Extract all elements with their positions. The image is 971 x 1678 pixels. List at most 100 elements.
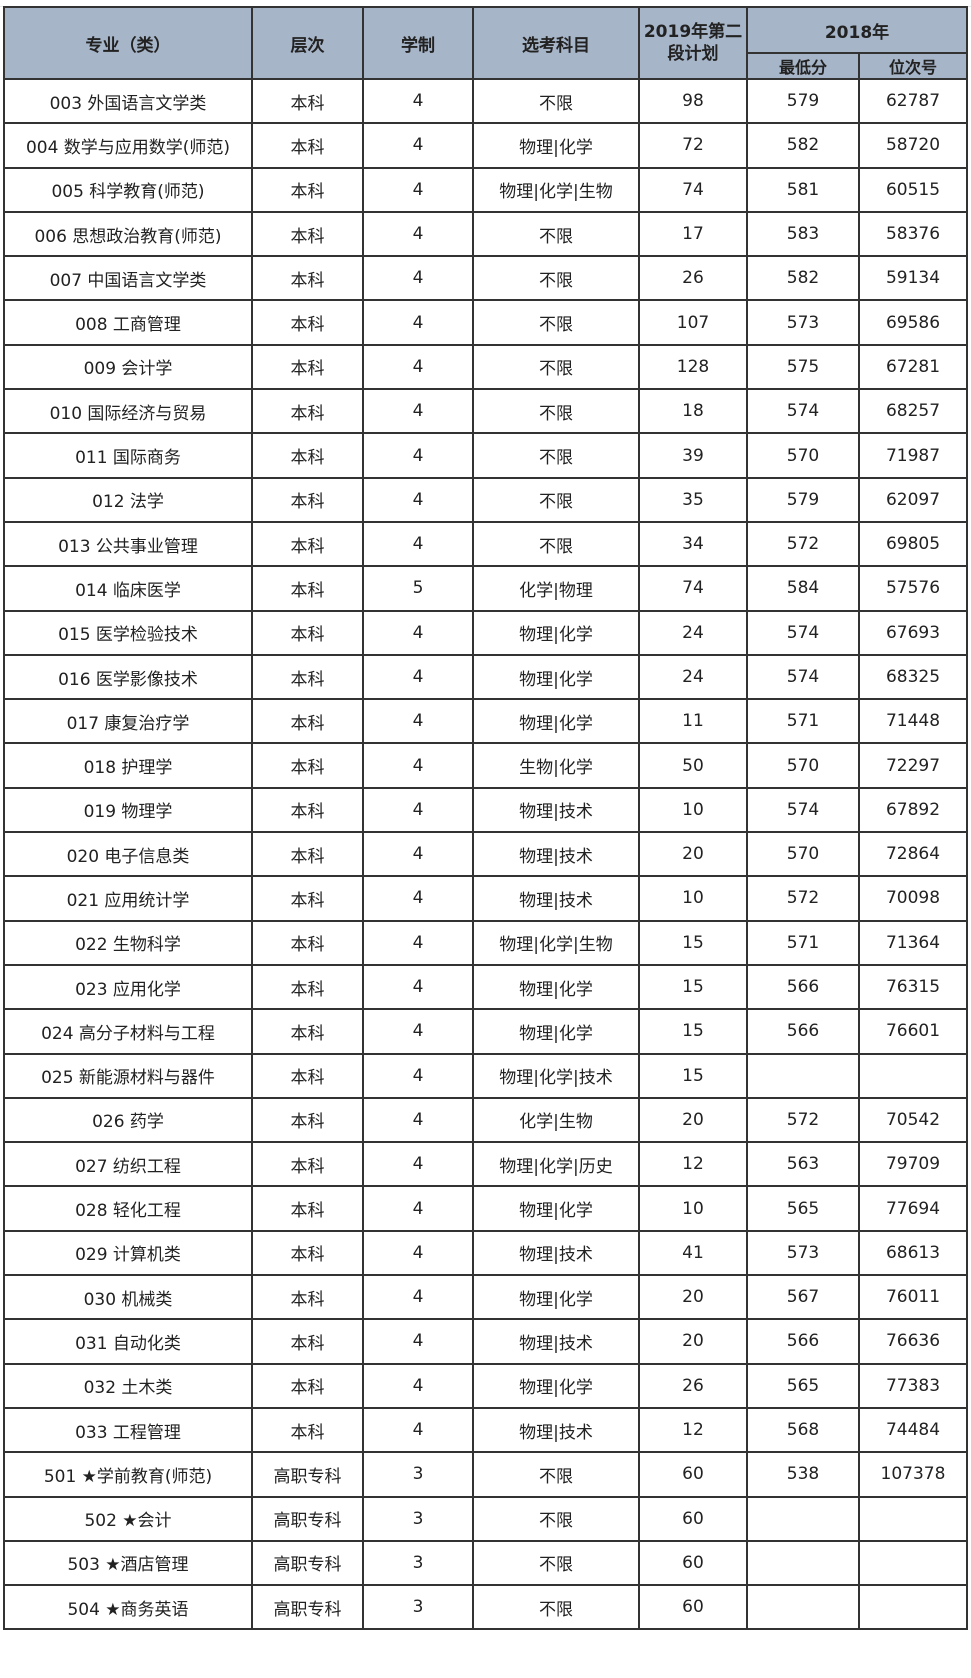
cell-subjects: 物理|化学 xyxy=(472,963,640,1011)
cell-rank: 70098 xyxy=(857,875,969,922)
cell-plan-2019: 20 xyxy=(638,1274,748,1321)
cell-plan-2019: 24 xyxy=(638,653,748,701)
cell-subjects: 物理|化学|历史 xyxy=(472,1141,640,1188)
cell-subjects: 物理|化学 xyxy=(472,653,640,701)
cell-years: 4 xyxy=(362,1274,474,1321)
cell-major: 025 新能源材料与器件 xyxy=(3,1052,253,1099)
cell-major: 013 公共事业管理 xyxy=(3,520,253,568)
cell-level: 本科 xyxy=(251,299,364,346)
cell-rank xyxy=(857,1495,969,1542)
table-row: 032 土木类 本科 4 物理|化学 26 565 77383 xyxy=(3,1362,969,1409)
cell-major: 012 法学 xyxy=(3,476,253,523)
cell-min-score: 573 xyxy=(746,1229,860,1277)
cell-major: 030 机械类 xyxy=(3,1274,253,1321)
cell-major: 020 电子信息类 xyxy=(3,831,253,878)
cell-plan-2019: 60 xyxy=(638,1451,748,1498)
cell-rank: 79709 xyxy=(857,1141,969,1188)
cell-min-score: 570 xyxy=(746,432,860,479)
cell-years: 4 xyxy=(362,653,474,701)
table-row: 012 法学 本科 4 不限 35 579 62097 xyxy=(3,476,969,523)
cell-level: 本科 xyxy=(251,432,364,479)
cell-subjects: 物理|化学 xyxy=(472,122,640,169)
cell-years: 4 xyxy=(362,742,474,789)
cell-years: 4 xyxy=(362,1141,474,1188)
table-row: 007 中国语言文学类 本科 4 不限 26 582 59134 xyxy=(3,255,969,302)
cell-level: 高职专科 xyxy=(251,1539,364,1587)
cell-plan-2019: 39 xyxy=(638,432,748,479)
cell-level: 高职专科 xyxy=(251,1495,364,1542)
cell-rank: 76011 xyxy=(857,1274,969,1321)
cell-years: 4 xyxy=(362,831,474,878)
cell-plan-2019: 20 xyxy=(638,1096,748,1144)
cell-major: 004 数学与应用数学(师范) xyxy=(3,122,253,169)
cell-years: 4 xyxy=(362,698,474,745)
cell-years: 4 xyxy=(362,1362,474,1409)
cell-plan-2019: 74 xyxy=(638,166,748,213)
cell-min-score xyxy=(746,1539,860,1587)
header-major: 专业（类） xyxy=(3,6,253,80)
cell-rank: 71987 xyxy=(857,432,969,479)
cell-level: 本科 xyxy=(251,1229,364,1277)
table-row: 031 自动化类 本科 4 物理|技术 20 566 76636 xyxy=(3,1318,969,1365)
cell-level: 本科 xyxy=(251,210,364,258)
cell-subjects: 物理|化学 xyxy=(472,1274,640,1321)
table-row: 025 新能源材料与器件 本科 4 物理|化学|技术 15 xyxy=(3,1052,969,1099)
cell-min-score: 571 xyxy=(746,919,860,966)
cell-plan-2019: 26 xyxy=(638,1362,748,1409)
cell-rank: 67892 xyxy=(857,786,969,834)
cell-years: 4 xyxy=(362,210,474,258)
cell-years: 4 xyxy=(362,1318,474,1365)
cell-rank: 62097 xyxy=(857,476,969,523)
cell-major: 016 医学影像技术 xyxy=(3,653,253,701)
cell-level: 本科 xyxy=(251,77,364,125)
cell-years: 4 xyxy=(362,1096,474,1144)
cell-major: 033 工程管理 xyxy=(3,1406,253,1454)
cell-subjects: 不限 xyxy=(472,1451,640,1498)
cell-years: 3 xyxy=(362,1539,474,1587)
cell-years: 3 xyxy=(362,1495,474,1542)
cell-rank: 76636 xyxy=(857,1318,969,1365)
table-row: 005 科学教育(师范) 本科 4 物理|化学|生物 74 581 60515 xyxy=(3,166,969,213)
table-row: 006 思想政治教育(师范) 本科 4 不限 17 583 58376 xyxy=(3,210,969,258)
cell-subjects: 不限 xyxy=(472,1495,640,1542)
cell-level: 本科 xyxy=(251,786,364,834)
cell-min-score: 582 xyxy=(746,255,860,302)
table-row: 011 国际商务 本科 4 不限 39 570 71987 xyxy=(3,432,969,479)
cell-rank: 70542 xyxy=(857,1096,969,1144)
cell-level: 本科 xyxy=(251,609,364,656)
cell-subjects: 物理|技术 xyxy=(472,831,640,878)
cell-plan-2019: 50 xyxy=(638,742,748,789)
cell-level: 本科 xyxy=(251,742,364,789)
cell-rank: 77694 xyxy=(857,1185,969,1232)
cell-rank: 58720 xyxy=(857,122,969,169)
header-years: 学制 xyxy=(362,6,474,80)
cell-plan-2019: 107 xyxy=(638,299,748,346)
cell-major: 022 生物科学 xyxy=(3,919,253,966)
cell-level: 本科 xyxy=(251,1362,364,1409)
cell-min-score: 574 xyxy=(746,653,860,701)
cell-plan-2019: 24 xyxy=(638,609,748,656)
cell-subjects: 物理|技术 xyxy=(472,875,640,922)
cell-plan-2019: 10 xyxy=(638,875,748,922)
cell-major: 015 医学检验技术 xyxy=(3,609,253,656)
admission-plan-table: 专业（类） 层次 学制 选考科目 2019年第二段计划 2018年 最低分 位次… xyxy=(3,6,969,1631)
cell-min-score: 570 xyxy=(746,831,860,878)
cell-plan-2019: 10 xyxy=(638,1185,748,1232)
cell-years: 4 xyxy=(362,919,474,966)
table-row: 023 应用化学 本科 4 物理|化学 15 566 76315 xyxy=(3,963,969,1011)
cell-level: 本科 xyxy=(251,1096,364,1144)
table-row: 010 国际经济与贸易 本科 4 不限 18 574 68257 xyxy=(3,388,969,435)
cell-plan-2019: 72 xyxy=(638,122,748,169)
table-row: 033 工程管理 本科 4 物理|技术 12 568 74484 xyxy=(3,1406,969,1454)
cell-plan-2019: 35 xyxy=(638,476,748,523)
cell-subjects: 不限 xyxy=(472,1584,640,1631)
cell-rank: 77383 xyxy=(857,1362,969,1409)
cell-plan-2019: 128 xyxy=(638,343,748,391)
table-row: 502 ★会计 高职专科 3 不限 60 xyxy=(3,1495,969,1542)
cell-min-score: 567 xyxy=(746,1274,860,1321)
cell-years: 4 xyxy=(362,520,474,568)
cell-level: 本科 xyxy=(251,520,364,568)
cell-years: 4 xyxy=(362,343,474,391)
header-plan-2019: 2019年第二段计划 xyxy=(638,6,748,80)
cell-plan-2019: 11 xyxy=(638,698,748,745)
